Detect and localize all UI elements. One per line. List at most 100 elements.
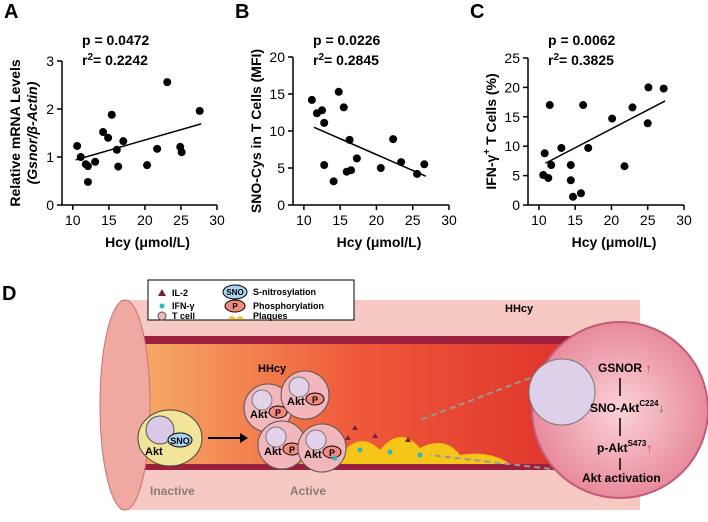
nucleus: [251, 389, 273, 411]
active-cells: Akt P Akt P Akt P Akt P: [243, 370, 423, 473]
y-tick-label: 5: [512, 168, 520, 184]
point: [608, 114, 617, 123]
point: [114, 162, 123, 171]
y-axis-title: Relative mRNA Levels: [7, 59, 23, 207]
legend-label: SNO: [226, 288, 243, 297]
x-tick-label: 30: [441, 212, 457, 228]
point: [73, 141, 82, 150]
legend-swatch: [224, 299, 246, 313]
fit-line: [313, 126, 427, 177]
label: SNO: [170, 436, 190, 446]
point: [643, 119, 652, 128]
x-tick-label: 10: [65, 212, 81, 228]
badge: [268, 405, 288, 419]
point: [389, 135, 398, 144]
legend-swatch: [228, 316, 244, 319]
point: [545, 101, 554, 110]
y-tick-label: 5: [277, 160, 285, 176]
panel-label: D: [2, 283, 16, 305]
point: [318, 106, 327, 115]
label: Inactive: [150, 484, 195, 498]
label: ↑: [645, 361, 651, 375]
point: [83, 177, 92, 186]
il2: [345, 435, 351, 440]
legend-swatch: [158, 289, 166, 296]
vessel-intima-top: [120, 336, 640, 344]
label: Akt: [145, 446, 163, 458]
point: [628, 103, 637, 112]
point: [104, 133, 113, 142]
label: Active: [290, 484, 326, 498]
label: ↑: [646, 441, 652, 455]
x-tick-label: 15: [332, 212, 348, 228]
annotation: r: [82, 52, 88, 68]
point: [163, 78, 172, 87]
il2: [405, 437, 411, 442]
annotation: r2= 0.3825: [548, 52, 614, 68]
x-axis-title: Hcy (μmol/L): [105, 234, 190, 250]
fit-line: [75, 123, 202, 161]
y-axis-title: IFN-γ+ T Cells (%): [482, 73, 499, 189]
annotation: r2= 0.2242: [82, 52, 148, 68]
panel-label: A: [4, 1, 18, 23]
y-axis-title: +: [482, 149, 493, 155]
y-tick-label: 15: [269, 86, 285, 102]
label: C224: [639, 399, 659, 408]
legend-swatch: [159, 303, 165, 309]
point: [584, 143, 593, 152]
x-tick-label: 10: [296, 212, 312, 228]
point: [566, 161, 575, 170]
y-tick-label: 20: [504, 79, 520, 95]
legend-label: Plaques: [253, 311, 288, 321]
pathway: p-AktS473↑: [597, 439, 652, 455]
y-axis-title: IFN-γ: [483, 154, 499, 189]
x-tick-label: 20: [604, 212, 620, 228]
ifn: [332, 455, 338, 461]
x-tick-label: 30: [676, 212, 692, 228]
annotation: r: [548, 52, 554, 68]
label: HHcy: [505, 303, 534, 315]
point: [568, 192, 577, 201]
legend-label: T cell: [172, 311, 195, 321]
point: [352, 154, 361, 163]
point: [659, 84, 668, 93]
vessel-end: [99, 299, 151, 511]
label: Akt: [304, 449, 322, 461]
y-tick-label: 0: [512, 197, 520, 213]
pathway: SNO-AktC224↓: [590, 399, 664, 415]
label: HHcy: [258, 363, 287, 375]
y-tick-label: 1: [46, 149, 54, 165]
label: S473: [628, 439, 647, 448]
point: [544, 173, 553, 182]
legend-swatch: [222, 284, 248, 300]
pathway: Akt activation: [582, 471, 661, 485]
nucleus: [305, 429, 327, 451]
point: [334, 87, 343, 96]
badge: [167, 432, 193, 448]
label: Akt: [264, 446, 282, 458]
legend-swatch: [157, 311, 167, 321]
x-axis-title: Hcy (μmol/L): [572, 234, 657, 250]
panel-label: C: [470, 1, 484, 23]
x-tick-label: 25: [173, 212, 189, 228]
annotation: = 0.3825: [559, 52, 614, 68]
y-tick-label: 0: [277, 197, 285, 213]
annotation: 2: [553, 52, 559, 63]
ifn: [417, 452, 423, 458]
point: [83, 162, 92, 171]
annotation: p = 0.0062: [548, 32, 616, 48]
label: SNO-Akt: [590, 401, 639, 415]
point: [347, 166, 356, 175]
point: [99, 128, 108, 137]
badge: [305, 392, 325, 406]
ifn: [387, 449, 393, 455]
x-tick-label: 25: [640, 212, 656, 228]
x-tick-label: 25: [405, 212, 421, 228]
chart: Bp = 0.0226 r2= 0.2845 10 15 20 25 30 0 5 10 15 20 H…: [235, 1, 457, 250]
y-tick-label: 10: [269, 123, 285, 139]
y-axis-title: (Gsnor/β-Actin): [24, 81, 40, 184]
annotation: 2: [87, 52, 93, 63]
